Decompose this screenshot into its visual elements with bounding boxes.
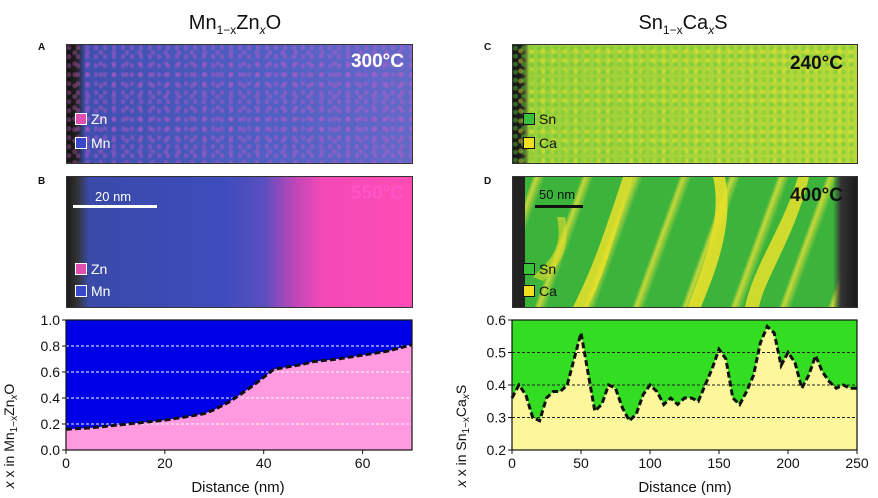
scale-bar-label-d: 50 nm [539,187,576,202]
left-column-title: Mn1−xZnxO [188,12,282,37]
left-composition-line [65,343,413,431]
x-axis-label-right: Distance (nm) [638,479,731,496]
map-c-240c: 240°C Sn Ca [512,44,858,164]
temperature-label-c: 240°C [789,53,843,74]
right-x-tick-label: 100 [638,455,662,471]
right-x-tick-label: 50 [573,455,589,471]
left-plot-frame [65,319,413,451]
scale-bar-b [73,205,157,208]
panel-letter-c: C [484,42,492,53]
mn-swatch [75,137,87,149]
legend-ca-c: Ca [523,135,557,151]
mn-swatch [75,285,87,297]
y-axis-label-left: x x in Mn1−xZnxO [1,384,20,490]
left-y-tick-label: 0.4 [41,390,61,406]
left-y-tick-label: 0.2 [41,416,61,432]
left-x-tick-label: 40 [256,455,272,471]
map-a-300c: 300°C Zn Mn [66,44,413,164]
right-y-tick-label: 0.6 [487,312,507,328]
legend-ca-d: Ca [523,283,557,299]
left-x-tick-label: 20 [157,455,173,471]
zn-swatch [75,113,87,125]
left-x-tick-label: 0 [62,455,70,471]
y-axis-label-right: x x in Sn1−xCaxS [453,385,472,488]
legend-zn-b: Zn [75,261,107,277]
left-y-tick-label: 1.0 [41,312,61,328]
left-y-tick-label: 0.8 [41,338,61,354]
legend-zn-a: Zn [75,111,107,127]
right-lower-region [512,326,857,450]
sn-swatch [523,113,535,125]
panel-letter-a: A [38,42,46,53]
left-x-tick-label: 60 [355,455,371,471]
legend-sn-c: Sn [523,111,556,127]
zn-swatch [75,263,87,275]
map-d-400c: 400°C 50 nm Sn Ca [512,176,858,308]
temperature-label-b: 550°C [350,183,404,204]
scale-bar-label-b: 20 nm [95,189,132,204]
legend-mn-b: Mn [75,283,110,299]
ca-swatch [523,285,535,297]
right-y-tick-label: 0.5 [487,345,507,361]
right-x-tick-label: 150 [707,455,731,471]
right-composition-line [510,323,857,424]
temperature-label-d: 400°C [789,185,843,206]
panel-letter-d: D [484,176,492,187]
right-y-tick-label: 0.4 [487,377,507,393]
left-y-tick-label: 0.6 [41,364,61,380]
legend-mn-a: Mn [75,135,110,151]
sn-swatch [523,263,535,275]
right-y-tick-label: 0.2 [487,442,507,458]
legend-sn-d: Sn [523,261,556,277]
scale-bar-d [535,205,583,208]
panel-letter-b: B [38,176,46,187]
right-y-tick-label: 0.3 [487,410,507,426]
x-axis-label-left: Distance (nm) [191,479,284,496]
chart-sn-ca-composition: 0 50 100 150 200 250 0.2 0.3 0.4 0.5 0.6 x x in Sn… [453,312,869,496]
right-x-tick-label: 0 [508,455,516,471]
right-column-title: Sn1−xCaxS [638,12,728,37]
right-x-tick-label: 200 [776,455,800,471]
temperature-label-a: 300°C [350,51,404,72]
stripe-overlay-d [513,177,809,307]
chart-mn-zn-composition: 0 20 40 60 0.0 0.2 0.4 0.6 0.8 1.0 x x in Mn1−xZn… [1,312,413,496]
right-x-tick-label: 250 [845,455,869,471]
left-y-tick-label: 0.0 [41,442,61,458]
ca-swatch [523,137,535,149]
map-b-550c: 550°C 20 nm Zn Mn [66,176,413,308]
